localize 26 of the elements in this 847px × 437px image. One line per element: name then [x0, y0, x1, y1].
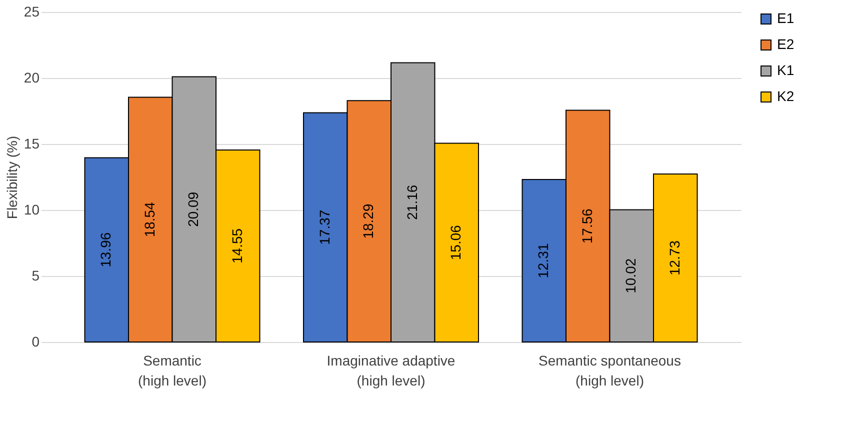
y-axis-title: Flexibility (%) [4, 136, 20, 220]
data-label: 10.02 [622, 258, 639, 294]
x-tick-label: Imaginative adaptive (high level) [326, 352, 456, 388]
legend-label: E1 [777, 10, 794, 26]
data-label: 12.31 [535, 243, 552, 278]
data-label: 17.37 [316, 210, 332, 245]
data-label: 14.55 [228, 228, 245, 264]
data-label: 18.29 [360, 204, 376, 239]
y-tick-label: 15 [24, 136, 40, 152]
y-tick-label: 5 [32, 268, 40, 284]
y-tick-label: 10 [24, 202, 40, 218]
legend-label: K1 [777, 62, 794, 78]
data-label: 21.16 [404, 184, 420, 220]
x-tick-label: Semantic (high level) [138, 352, 206, 388]
x-tick-label: Semantic spontaneous (high level) [538, 352, 681, 388]
y-tick-label: 0 [32, 334, 40, 350]
legend-label: E2 [777, 36, 794, 52]
data-label: 13.96 [98, 232, 114, 268]
y-tick-label: 20 [24, 70, 40, 86]
data-label: 12.73 [666, 240, 682, 276]
y-tick-label: 25 [24, 4, 40, 20]
data-label: 20.09 [185, 192, 202, 227]
data-label: 15.06 [448, 224, 464, 260]
data-label: 17.56 [578, 208, 595, 244]
data-label: 18.54 [141, 202, 158, 238]
legend-label: K2 [777, 88, 794, 104]
